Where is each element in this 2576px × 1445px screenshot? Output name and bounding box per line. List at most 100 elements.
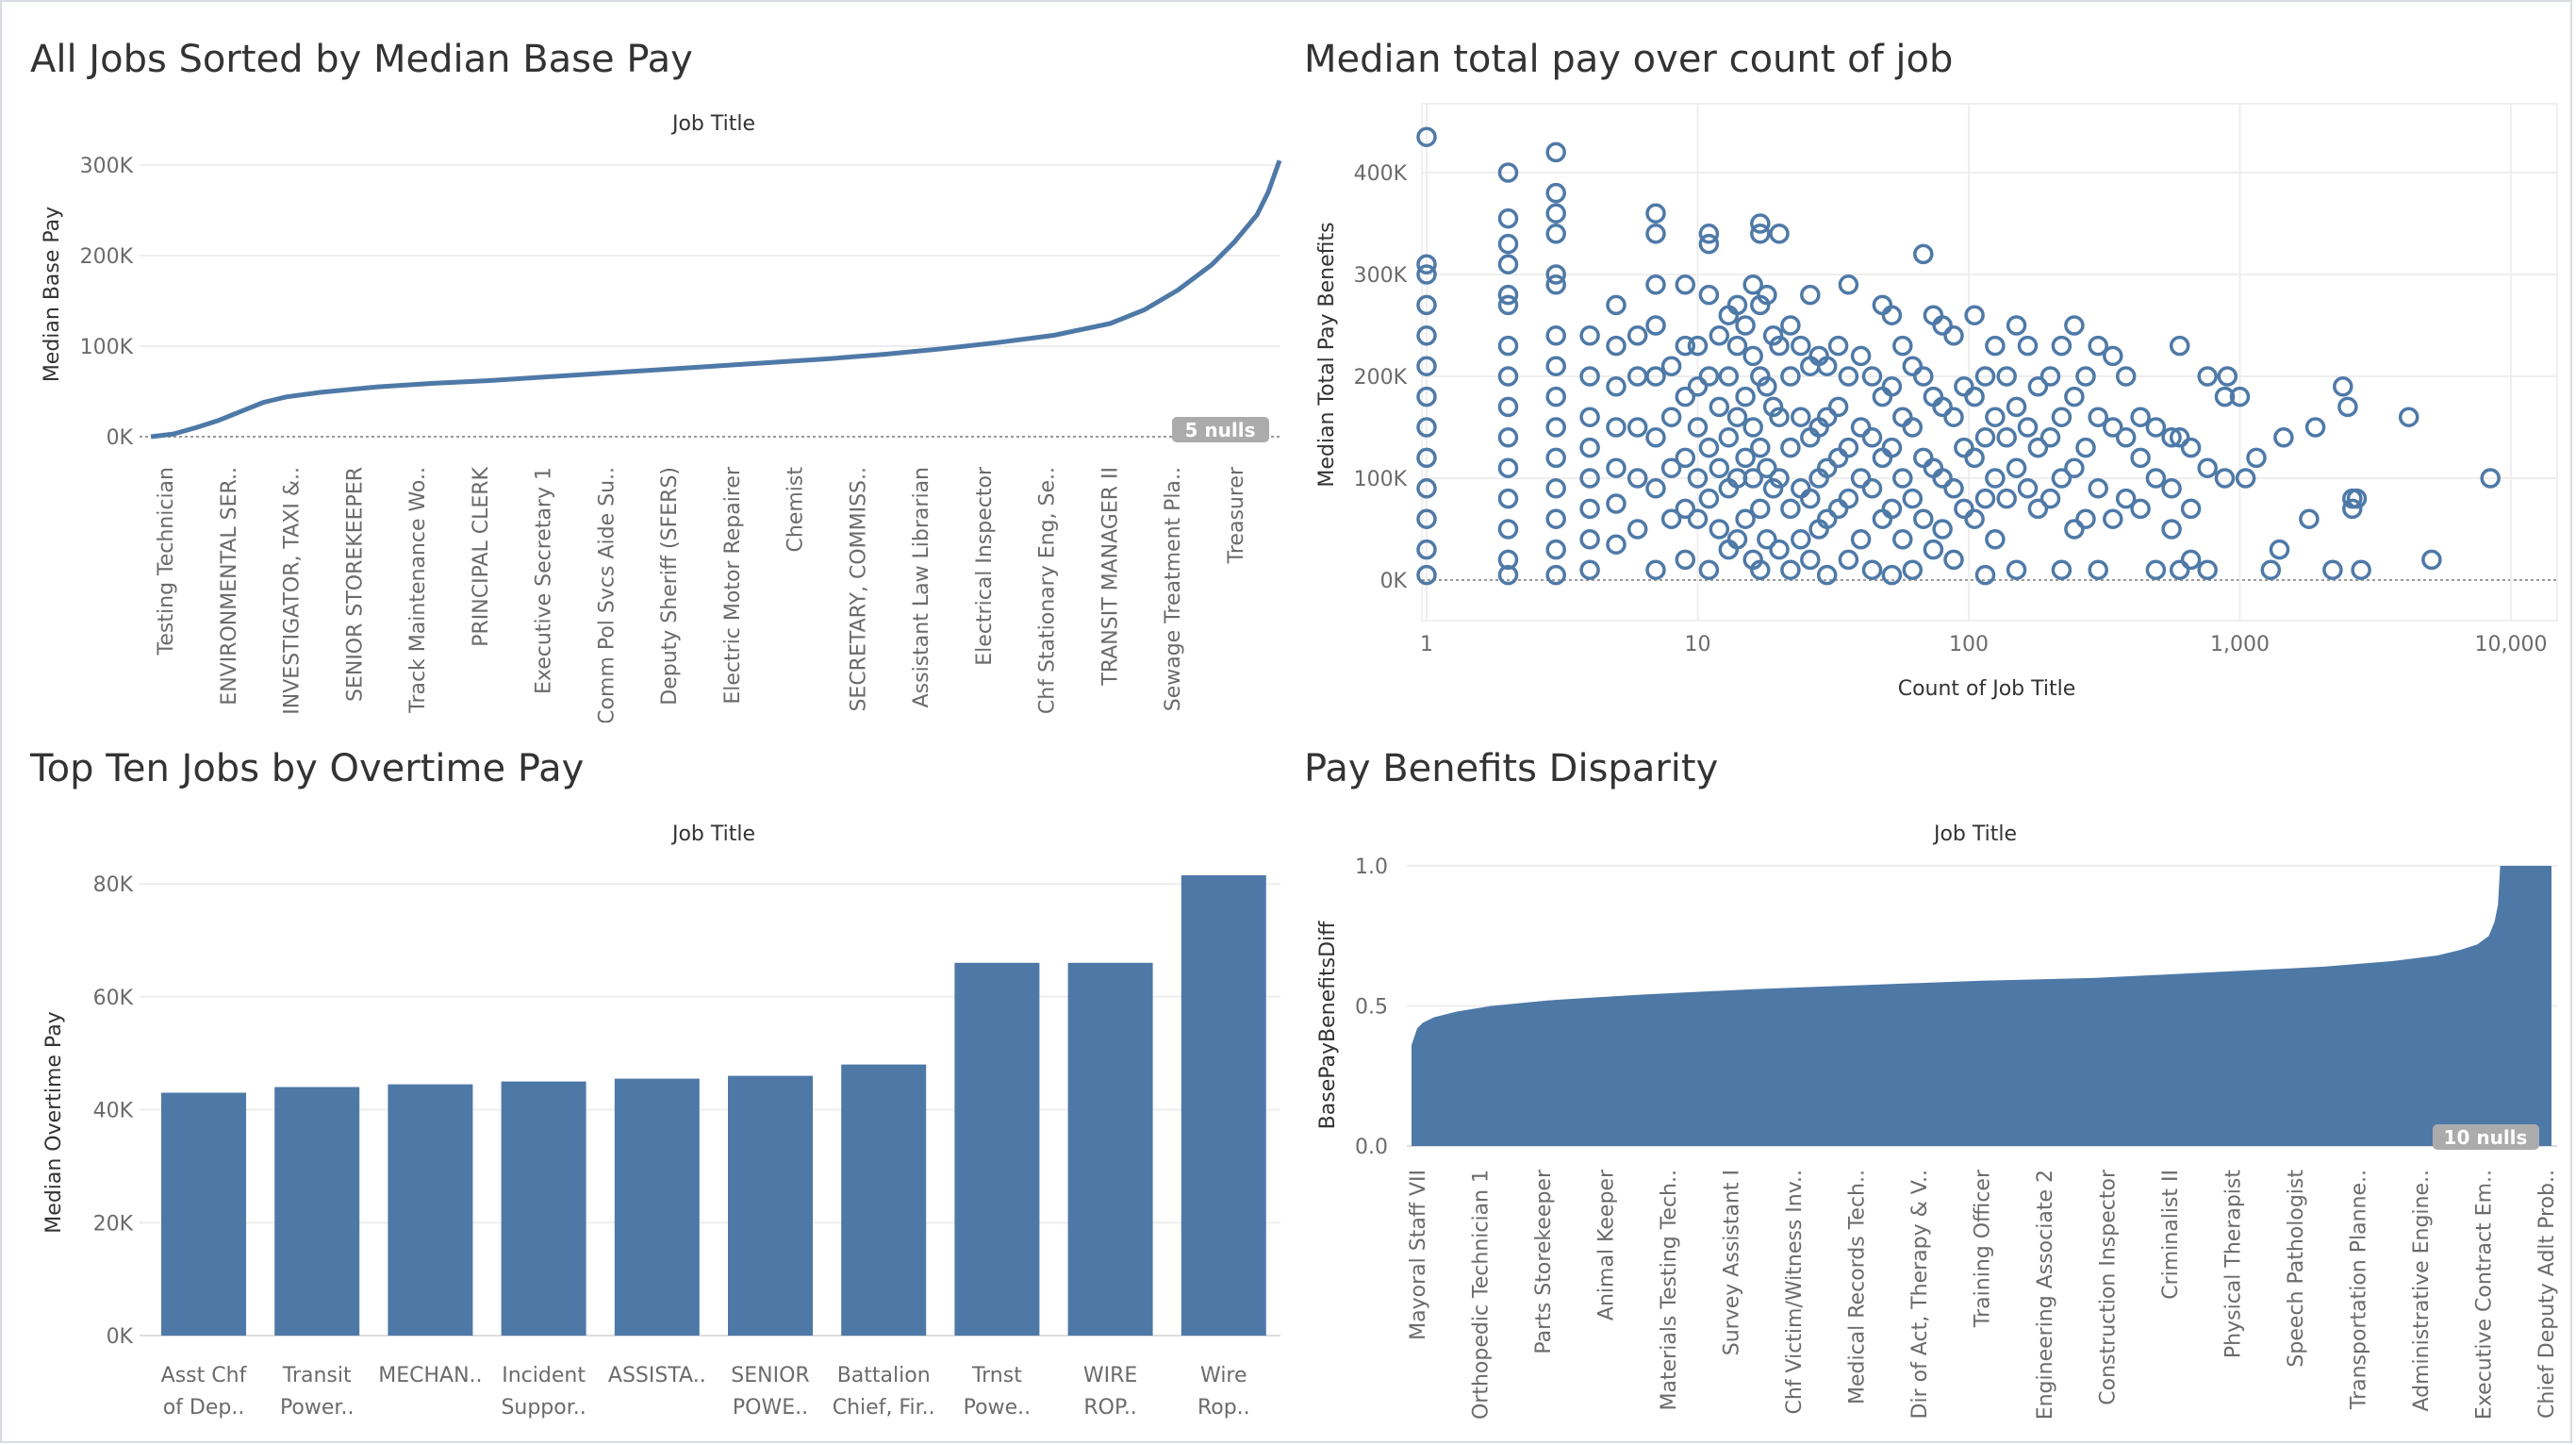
scatter-point[interactable] <box>1726 407 1748 427</box>
scatter-point[interactable] <box>1497 284 1519 306</box>
scatter-point[interactable] <box>1757 284 1777 306</box>
scatter-point[interactable] <box>1791 529 1811 550</box>
scatter-point[interactable] <box>2051 468 2072 489</box>
scatter-point[interactable] <box>1545 447 1566 469</box>
scatter-point[interactable] <box>1872 386 1893 407</box>
scatter-point[interactable] <box>1645 559 1666 580</box>
scatter-point[interactable] <box>1762 478 1784 499</box>
scatter-point[interactable] <box>1954 498 1974 520</box>
scatter-point[interactable] <box>1416 417 1437 438</box>
scatter-point[interactable] <box>1850 345 1872 367</box>
scatter-point[interactable] <box>2322 559 2343 580</box>
scatter-point[interactable] <box>1545 564 1566 586</box>
scatter-point[interactable] <box>1791 478 1811 499</box>
scatter-point[interactable] <box>1735 315 1756 336</box>
scatter-point[interactable] <box>1545 182 1566 204</box>
scatter-point[interactable] <box>1881 376 1903 397</box>
scatter-point[interactable] <box>1791 407 1811 427</box>
scatter-point[interactable] <box>2103 345 2123 367</box>
scatter-point[interactable] <box>1579 437 1600 458</box>
scatter-point[interactable] <box>1545 224 1566 244</box>
scatter-point[interactable] <box>1943 325 1964 346</box>
scatter-point[interactable] <box>2197 366 2218 387</box>
scatter-point[interactable] <box>1872 508 1893 529</box>
scatter-point[interactable] <box>1838 488 1859 509</box>
scatter-point[interactable] <box>1861 427 1883 448</box>
scatter-point[interactable] <box>2017 335 2039 357</box>
scatter-point[interactable] <box>1497 564 1519 586</box>
scatter-point[interactable] <box>2145 559 2167 580</box>
scatter-point[interactable] <box>1687 335 1709 357</box>
scatter-point[interactable] <box>1606 294 1627 316</box>
scatter-point[interactable] <box>1675 335 1696 357</box>
scatter-point[interactable] <box>1974 427 1996 448</box>
scatter-point[interactable] <box>2115 427 2137 448</box>
scatter-point[interactable] <box>1816 407 1838 427</box>
scatter-point[interactable] <box>1735 386 1756 407</box>
scatter-point[interactable] <box>1827 396 1849 418</box>
scatter-point[interactable] <box>1943 407 1964 427</box>
scatter-point[interactable] <box>1660 356 1682 376</box>
scatter-point[interactable] <box>1416 126 1437 147</box>
scatter-point[interactable] <box>2130 407 2151 427</box>
scatter-point[interactable] <box>2304 417 2326 438</box>
scatter-point[interactable] <box>1416 447 1437 469</box>
scatter-point[interactable] <box>2064 315 2085 336</box>
scatter-point[interactable] <box>2180 437 2202 458</box>
scatter-point[interactable] <box>1545 274 1566 295</box>
scatter-point[interactable] <box>1750 437 1771 458</box>
scatter-point[interactable] <box>2169 427 2190 448</box>
overtime-bar[interactable] <box>954 962 1040 1336</box>
scatter-point[interactable] <box>1769 335 1790 357</box>
scatter-point[interactable] <box>1838 549 1859 571</box>
scatter-point[interactable] <box>1780 366 1801 387</box>
scatter-point[interactable] <box>1943 478 1964 499</box>
scatter-point[interactable] <box>2180 549 2202 571</box>
scatter-point[interactable] <box>1675 447 1696 469</box>
scatter-point[interactable] <box>1913 508 1934 529</box>
scatter-point[interactable] <box>2197 457 2218 478</box>
scatter-point[interactable] <box>1545 508 1566 529</box>
scatter-point[interactable] <box>1579 468 1600 489</box>
scatter-point[interactable] <box>2115 488 2137 509</box>
scatter-point[interactable] <box>2342 498 2363 520</box>
scatter-point[interactable] <box>1964 386 1985 407</box>
scatter-point[interactable] <box>1497 294 1519 316</box>
scatter-point[interactable] <box>1861 366 1883 387</box>
overtime-bar[interactable] <box>1181 875 1266 1336</box>
scatter-point[interactable] <box>1954 437 1974 458</box>
scatter-point[interactable] <box>1827 335 1849 357</box>
scatter-point[interactable] <box>1718 427 1740 448</box>
scatter-point[interactable] <box>1943 549 1964 571</box>
scatter-point[interactable] <box>1545 141 1566 163</box>
scatter-point[interactable] <box>1416 564 1437 586</box>
scatter-point[interactable] <box>2017 417 2039 438</box>
scatter-point[interactable] <box>2145 417 2167 438</box>
scatter-point[interactable] <box>1645 478 1666 499</box>
scatter-point[interactable] <box>1881 498 1903 520</box>
scatter-point[interactable] <box>1606 335 1627 357</box>
scatter-point[interactable] <box>2064 386 2085 407</box>
scatter-point[interactable] <box>1497 162 1519 183</box>
scatter-point[interactable] <box>1964 305 1985 325</box>
scatter-point[interactable] <box>1872 294 1893 316</box>
scatter-point[interactable] <box>1497 457 1519 478</box>
scatter-point[interactable] <box>1780 559 1801 580</box>
scatter-point[interactable] <box>1902 417 1924 438</box>
scatter-point[interactable] <box>1861 478 1883 499</box>
scatter-point[interactable] <box>2214 386 2236 407</box>
scatter-point[interactable] <box>1709 325 1730 346</box>
scatter-point[interactable] <box>2051 407 2072 427</box>
scatter-point[interactable] <box>1627 417 1648 438</box>
scatter-point[interactable] <box>2214 468 2236 489</box>
scatter-point[interactable] <box>1757 457 1777 478</box>
scatter-point[interactable] <box>2075 437 2096 458</box>
scatter-point[interactable] <box>1902 488 1924 509</box>
scatter-point[interactable] <box>2398 407 2419 427</box>
scatter-point[interactable] <box>1923 539 1944 560</box>
base-pay-line[interactable] <box>150 159 1282 440</box>
scatter-point[interactable] <box>2351 559 2371 580</box>
scatter-point[interactable] <box>1996 427 2017 448</box>
scatter-point[interactable] <box>1913 447 1934 469</box>
scatter-point[interactable] <box>1872 447 1893 469</box>
